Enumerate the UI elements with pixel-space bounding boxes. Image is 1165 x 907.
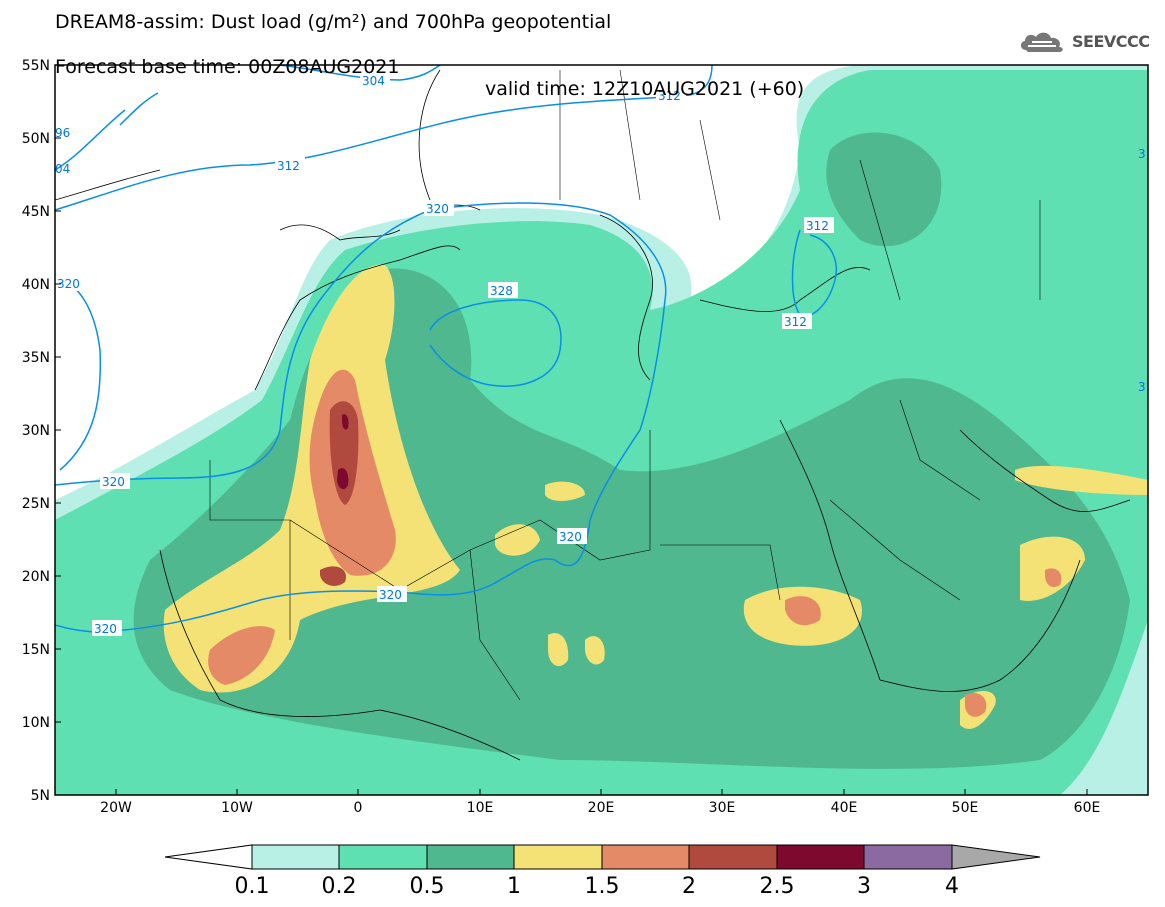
forecast-base-time: Forecast base time: 00Z08AUG2021 [55,56,400,78]
contour-label-312: 312 [658,89,681,103]
coastlines [55,69,1131,761]
contour-label-3: 3 [1138,380,1146,394]
map-subtitle: Forecast base time: 00Z08AUG2021 valid t… [55,34,804,100]
lat-label: 10N [22,715,50,731]
lat-label: 40N [22,277,50,293]
contour-labels: 304 312 312 96 04 320 320 328 312 312 32… [55,72,1146,636]
latitude-labels: 55N 50N 45N 40N 35N 30N 25N 20N 15N 10N … [22,58,50,804]
valid-time: valid time: 12Z10AUG2021 (+60) [485,78,805,100]
lat-label: 25N [22,496,50,512]
contour-label-312: 312 [806,219,829,233]
dust-band-2.5 [337,468,349,490]
contour-312-north [55,65,713,211]
colorbar: 0.1 0.2 0.5 1 1.5 2 2.5 3 4 [164,844,1041,899]
dust-field-layer [55,65,1148,795]
colorbar-tick: 1 [507,874,521,899]
contour-label-320: 320 [102,475,125,489]
colorbar-tick: 0.2 [322,874,357,899]
dust-band-2 [329,401,359,505]
contour-label-312: 312 [277,159,300,173]
contour-left-arcs [55,109,126,171]
colorbar-segment [251,844,340,870]
colorbar-arrow-high [951,844,1041,870]
colorbar-tick: 1.5 [585,874,620,899]
contour-label-3: 3 [1138,147,1146,161]
contour-320 [55,202,667,633]
colorbar-tick: 2 [682,874,696,899]
contour-label-320: 320 [57,277,80,291]
colorbar-segment [513,844,603,870]
colorbar-arrow-low [164,844,253,870]
country-borders [209,69,1041,701]
lon-label: 30E [709,800,736,816]
lat-label: 30N [22,423,50,439]
lon-label: 0 [354,800,363,816]
lat-label: 5N [31,788,50,804]
lat-label: 20N [22,569,50,585]
colorbar-tick: 2.5 [760,874,795,899]
lon-label: 10E [467,800,494,816]
lat-label: 15N [22,642,50,658]
colorbar-tick: 4 [945,874,959,899]
lat-label: 55N [22,58,50,74]
colorbar-tick: 0.1 [235,874,270,899]
lat-label: 45N [22,204,50,220]
contour-label-312: 312 [784,315,807,329]
colorbar-segment [426,844,515,870]
contour-label-320: 320 [379,588,402,602]
colorbar-segment [863,844,953,870]
colorbar-segment [776,844,865,870]
lon-label: 60E [1074,800,1101,816]
axis-ticks [55,137,1088,795]
map-title: DREAM8-assim: Dust load (g/m²) and 700hP… [55,11,612,33]
colorbar-tick: 0.5 [410,874,445,899]
contour-label-320: 320 [559,530,582,544]
colorbar-tick: 3 [857,874,871,899]
lon-label: 20E [588,800,615,816]
contour-312-east [791,229,837,317]
contour-328 [429,299,562,387]
lat-label: 50N [22,131,50,147]
colorbar-segment [601,844,690,870]
contour-label-328: 328 [490,284,513,298]
contour-label-96: 96 [55,126,70,140]
contour-label-304: 304 [362,74,385,88]
seevccc-logo: SEEVCCC [1018,26,1150,56]
contour-label-320: 320 [426,202,449,216]
colorbar-segment [688,844,778,870]
contour-label-04: 04 [55,162,70,176]
lon-label: 40E [831,800,858,816]
lon-label: 20W [100,800,132,816]
colorbar-segment [338,844,428,870]
contour-label-320: 320 [94,622,117,636]
lon-label: 50E [952,800,979,816]
lon-label: 10W [221,800,253,816]
lat-label: 35N [22,350,50,366]
logo-text: SEEVCCC [1072,31,1150,51]
longitude-labels: 20W 10W 0 10E 20E 30E 40E 50E 60E [100,800,1100,816]
cloud-icon [1020,32,1063,52]
